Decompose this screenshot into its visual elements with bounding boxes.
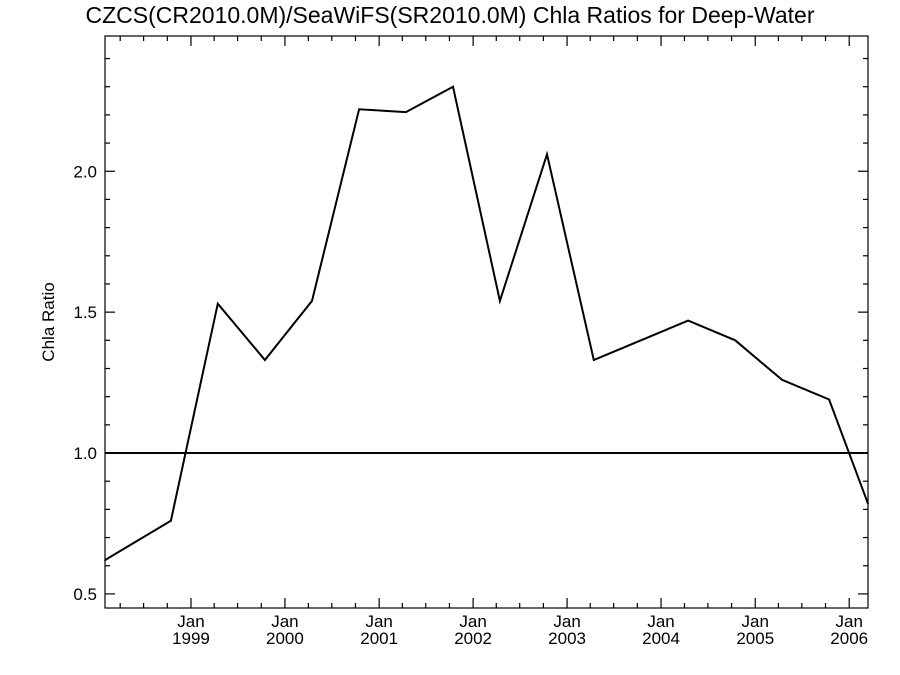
data-point — [358, 108, 360, 111]
x-tick-year-label: 2002 — [454, 629, 492, 648]
axis-ticks — [105, 36, 868, 608]
y-tick-label: 1.5 — [73, 303, 97, 322]
x-tick-month-label: Jan — [365, 612, 392, 631]
chart-title: CZCS(CR2010.0M)/SeaWiFS(SR2010.0M) Chla … — [85, 2, 815, 28]
data-point — [734, 339, 736, 342]
x-tick-month-label: Jan — [835, 612, 862, 631]
x-tick-month-label: Jan — [742, 612, 769, 631]
x-tick-year-label: 2001 — [360, 629, 398, 648]
plot-frame — [104, 35, 869, 609]
data-point — [264, 359, 266, 361]
data-point — [781, 378, 783, 381]
y-tick-label: 1.0 — [73, 444, 97, 463]
data-point — [499, 300, 501, 302]
x-tick-year-label: 2005 — [736, 629, 774, 648]
data-point — [593, 359, 595, 361]
x-tick-year-label: 1999 — [172, 629, 210, 648]
data-point — [170, 519, 172, 522]
data-point — [640, 339, 642, 342]
data-point — [546, 153, 548, 156]
x-tick-month-label: Jan — [177, 612, 204, 631]
x-tick-year-label: 2000 — [266, 629, 304, 648]
data-point — [687, 319, 689, 322]
x-tick-year-label: 2004 — [642, 629, 680, 648]
axis-tick-labels: 0.51.01.52.0Jan1999Jan2000Jan2001Jan2002… — [73, 162, 868, 648]
y-tick-label: 2.0 — [73, 162, 97, 181]
x-tick-month-label: Jan — [459, 612, 486, 631]
data-point — [452, 85, 454, 88]
x-tick-year-label: 2003 — [548, 629, 586, 648]
series-line — [104, 85, 869, 561]
data-point — [828, 398, 830, 401]
data-point — [311, 300, 313, 302]
data-point — [104, 559, 106, 561]
data-marks — [104, 85, 869, 561]
data-point — [405, 111, 407, 113]
y-tick-label: 0.5 — [73, 585, 97, 604]
x-tick-month-label: Jan — [271, 612, 298, 631]
x-tick-year-label: 2006 — [830, 629, 868, 648]
data-point — [216, 302, 219, 305]
x-tick-month-label: Jan — [553, 612, 580, 631]
data-point — [867, 502, 869, 505]
x-tick-month-label: Jan — [647, 612, 674, 631]
